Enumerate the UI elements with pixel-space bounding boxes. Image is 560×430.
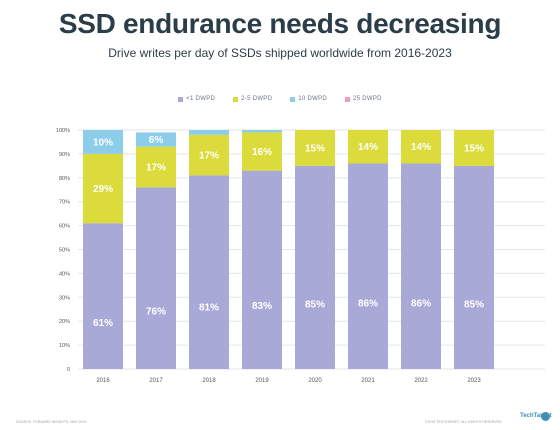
y-tick-label: 20% xyxy=(59,319,70,325)
x-tick-label: 2022 xyxy=(414,378,428,384)
data-label: 14% xyxy=(411,142,431,153)
legend-item: <1 DWPD xyxy=(178,96,215,102)
legend-swatch xyxy=(345,96,351,102)
copyright-note: ©2019 TECHTARGET. ALL RIGHTS RESERVED xyxy=(425,420,502,424)
legend-item: 2-5 DWPD xyxy=(233,96,272,102)
bar-segment xyxy=(454,130,494,166)
legend-swatch xyxy=(178,96,184,102)
bar-segment xyxy=(136,132,176,147)
bar-segment xyxy=(136,146,176,188)
data-label: 17% xyxy=(146,163,166,174)
x-tick-label: 2019 xyxy=(255,378,269,384)
data-label: 16% xyxy=(252,147,272,158)
bar-segment xyxy=(83,223,123,369)
data-label: 15% xyxy=(305,143,325,154)
y-tick-label: 50% xyxy=(59,248,70,254)
bar-segment xyxy=(189,130,229,135)
chart-legend: <1 DWPD 2-5 DWPD 10 DWPD 25 DWPD xyxy=(0,96,560,102)
bar-segment xyxy=(401,130,441,164)
bar-segment xyxy=(242,170,282,369)
legend-item: 25 DWPD xyxy=(345,96,382,102)
logo-mark-icon xyxy=(541,412,550,421)
x-tick-label: 2018 xyxy=(202,378,216,384)
data-label: 86% xyxy=(411,299,431,310)
legend-label: <1 DWPD xyxy=(186,96,216,102)
y-tick-label: 70% xyxy=(59,200,70,206)
data-label: 29% xyxy=(93,184,113,195)
bar-segment xyxy=(401,163,441,369)
y-tick-label: 90% xyxy=(59,152,70,158)
data-label: 10% xyxy=(93,137,113,148)
y-tick-label: 80% xyxy=(59,176,70,182)
legend-label: 10 DWPD xyxy=(298,96,328,102)
data-label: 85% xyxy=(464,299,484,310)
bar-segment xyxy=(295,165,335,369)
data-label: 61% xyxy=(93,318,113,329)
data-label: 6% xyxy=(149,135,164,146)
bar-segment xyxy=(242,132,282,171)
techtarget-logo: TechTarget xyxy=(520,413,552,419)
data-label: 81% xyxy=(199,303,219,314)
legend-label: 25 DWPD xyxy=(353,96,382,102)
y-tick-label: 0 xyxy=(67,367,70,373)
bar-segment xyxy=(83,130,123,154)
data-label: 86% xyxy=(358,299,378,310)
legend-swatch xyxy=(290,96,296,102)
bar-segment xyxy=(454,165,494,369)
bar-segment xyxy=(295,130,335,166)
chart-subtitle: Drive writes per day of SSDs shipped wor… xyxy=(108,46,452,60)
y-tick-label: 10% xyxy=(59,343,70,349)
data-label: 85% xyxy=(305,299,325,310)
data-label: 15% xyxy=(464,143,484,154)
bar-segment xyxy=(348,163,388,369)
y-tick-label: 30% xyxy=(59,295,70,301)
x-tick-label: 2017 xyxy=(149,378,163,384)
x-tick-label: 2021 xyxy=(361,378,375,384)
x-tick-label: 2016 xyxy=(96,378,110,384)
data-label: 14% xyxy=(358,142,378,153)
legend-item: 10 DWPD xyxy=(290,96,327,102)
bar-segment xyxy=(242,130,282,133)
bar-segment xyxy=(83,153,123,224)
y-tick-label: 40% xyxy=(59,271,70,277)
legend-swatch xyxy=(233,96,239,102)
chart-title: SSD endurance needs decreasing xyxy=(58,8,502,39)
bar-segment xyxy=(348,130,388,164)
y-tick-label: 60% xyxy=(59,224,70,230)
x-tick-label: 2023 xyxy=(467,378,481,384)
y-tick-label: 100% xyxy=(56,128,70,134)
source-note: SOURCE: FORWARD INSIGHTS, MAY 2019 xyxy=(16,420,87,424)
bar-segment xyxy=(189,134,229,176)
data-label: 17% xyxy=(199,151,219,162)
bar-segment xyxy=(189,175,229,369)
x-tick-label: 2020 xyxy=(308,378,322,384)
bar-segment xyxy=(136,187,176,369)
data-label: 83% xyxy=(252,301,272,312)
data-label: 76% xyxy=(146,306,166,317)
legend-label: 2-5 DWPD xyxy=(241,96,273,102)
